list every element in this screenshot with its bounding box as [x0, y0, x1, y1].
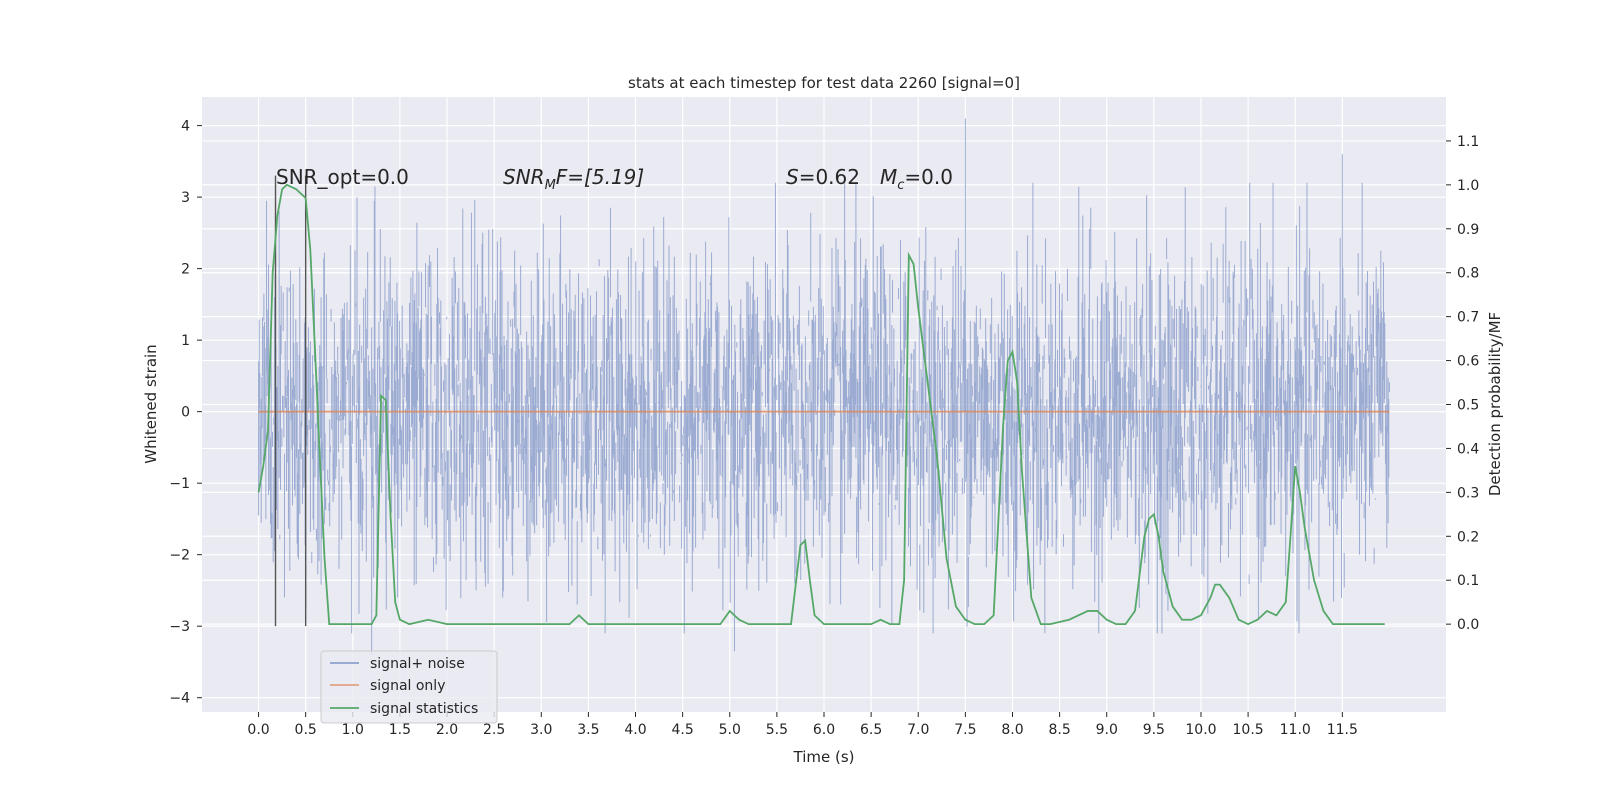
y-left-tick-label: 2 — [181, 262, 190, 278]
legend-label-signal-noise: signal+ noise — [370, 656, 465, 672]
x-tick-label: 6.0 — [813, 722, 835, 738]
y-right-tick-label: 0.5 — [1457, 398, 1479, 414]
vertical-markers — [274, 175, 307, 627]
x-tick-label: 0.5 — [295, 722, 317, 738]
x-tick-label: 10.0 — [1185, 722, 1216, 738]
x-tick-label: 7.5 — [954, 722, 976, 738]
y-left-tick-label: 0 — [181, 405, 190, 421]
y-left-tick-label: −2 — [169, 548, 190, 564]
y-left-tick-label: −4 — [169, 691, 190, 707]
grid — [202, 97, 1446, 712]
x-tick-label: 8.0 — [1001, 722, 1023, 738]
y-right-tick-label: 0.1 — [1457, 573, 1479, 589]
x-tick-label: 11.5 — [1327, 722, 1358, 738]
x-tick-label: 4.0 — [624, 722, 646, 738]
x-tick-label: 3.5 — [577, 722, 599, 738]
y-left-axis-label: Whitened strain — [142, 344, 160, 463]
y-left-axis-ticks: 4 3 2 1 0 −1 −2 −3 −4 — [169, 119, 202, 707]
x-tick-label: 3.0 — [530, 722, 552, 738]
x-tick-label: 9.5 — [1143, 722, 1165, 738]
x-tick-label: 1.0 — [342, 722, 364, 738]
y-right-tick-label: 1.1 — [1457, 134, 1479, 150]
x-tick-label: 9.0 — [1096, 722, 1118, 738]
legend-label-signal-only: signal only — [370, 678, 445, 694]
x-tick-label: 10.5 — [1233, 722, 1264, 738]
x-axis-label: Time (s) — [793, 748, 855, 766]
y-right-tick-label: 0.7 — [1457, 310, 1479, 326]
y-right-tick-label: 0.3 — [1457, 485, 1479, 501]
x-tick-label: 2.0 — [436, 722, 458, 738]
signal-statistics-line — [257, 183, 1385, 626]
y-right-tick-label: 0.8 — [1457, 266, 1479, 282]
x-tick-label: 1.5 — [389, 722, 411, 738]
y-right-tick-label: 1.0 — [1457, 178, 1479, 194]
x-tick-label: 8.5 — [1048, 722, 1070, 738]
y-right-tick-label: 0.6 — [1457, 354, 1479, 370]
legend-box — [320, 650, 498, 724]
x-tick-label: 0.0 — [247, 722, 269, 738]
chart-title: stats at each timestep for test data 226… — [628, 74, 1020, 92]
y-left-tick-label: −1 — [169, 476, 190, 492]
y-left-tick-label: 3 — [181, 190, 190, 206]
x-tick-label: 5.0 — [719, 722, 741, 738]
x-tick-label: 7.0 — [907, 722, 929, 738]
x-tick-label: 11.0 — [1280, 722, 1311, 738]
annotation-snr-mf: SNRMF=[5.19] — [503, 165, 644, 193]
x-tick-label: 6.5 — [860, 722, 882, 738]
y-left-tick-label: −3 — [169, 619, 190, 635]
legend: signal+ noise signal only signal statist… — [320, 650, 498, 724]
y-right-tick-label: 0.2 — [1457, 529, 1479, 545]
x-tick-label: 2.5 — [483, 722, 505, 738]
y-right-axis-label: Detection probability/MF — [1486, 312, 1504, 496]
y-right-tick-label: 0.9 — [1457, 222, 1479, 238]
y-left-tick-label: 4 — [181, 119, 190, 135]
y-right-tick-label: 0.0 — [1457, 617, 1479, 633]
x-tick-label: 4.5 — [672, 722, 694, 738]
y-right-tick-label: 0.4 — [1457, 441, 1479, 457]
y-right-axis-ticks: 1.1 1.0 0.9 0.8 0.7 0.6 0.5 0.4 0.3 0.2 0.1 0.0 — [1446, 134, 1479, 633]
x-axis-ticks: 0.0 0.5 1.0 1.5 2.0 2.5 3.0 3.5 4.0 4.5 5.0 5.5 6.0 6… — [247, 712, 1358, 738]
annotation-snr-opt: SNR_opt=0.0 — [276, 165, 409, 189]
x-tick-label: 5.5 — [766, 722, 788, 738]
y-left-tick-label: 1 — [181, 333, 190, 349]
annotation-s: S=0.62 — [786, 165, 860, 189]
annotation-mc: Mc=0.0 — [880, 165, 953, 193]
signal-statistics-series — [257, 183, 1385, 626]
legend-label-signal-statistics: signal statistics — [370, 701, 478, 717]
